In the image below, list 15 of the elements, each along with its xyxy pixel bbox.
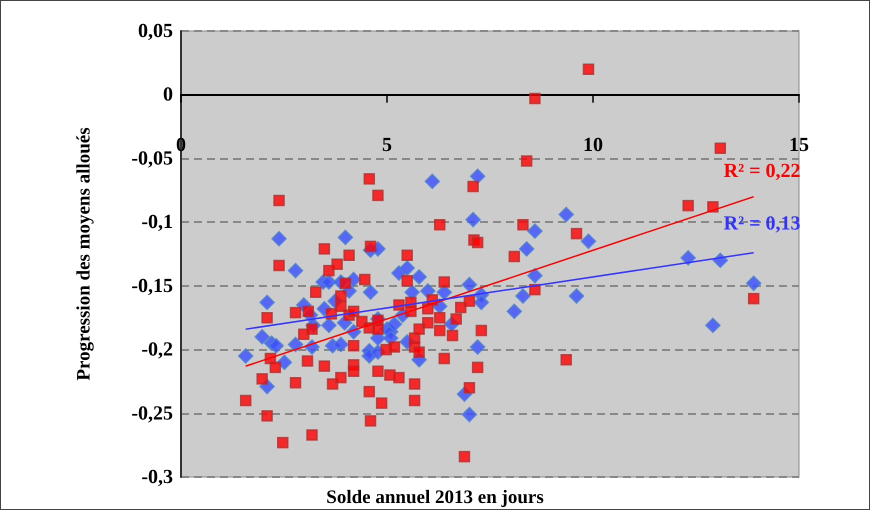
y-tick-label: -0,15 [131,274,173,297]
y-tick-label: 0,05 [138,20,173,42]
y-tick-label: -0,1 [141,211,173,234]
y-axis-title: Progression des moyens alloués [74,127,94,381]
x-tick-label: 10 [583,134,603,156]
annotation: R² = 0,22 [724,160,801,182]
annotation: R² = 0,13 [724,212,801,234]
y-tick-label: 0 [163,84,173,106]
y-tick-label: -0,05 [131,147,173,170]
y-tick-label: -0,25 [131,402,173,424]
x-tick-label: 15 [789,134,809,156]
x-tick-label: 5 [382,134,392,156]
y-tick-label: -0,2 [141,338,173,361]
x-axis-title: Solde annuel 2013 en jours [326,487,544,508]
y-tick-label: -0,3 [141,466,173,488]
